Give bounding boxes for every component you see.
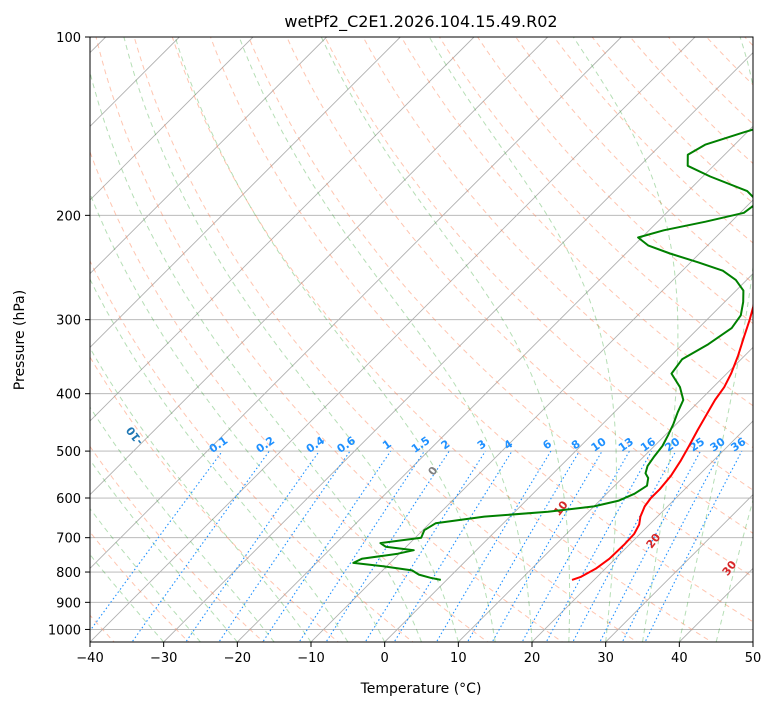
- dry-adiabat-line: [90, 259, 414, 642]
- dewpoint-line: [352, 128, 753, 581]
- mixing-ratio-line: [131, 450, 270, 642]
- dry-adiabat-line: [90, 356, 340, 642]
- x-tick-label: −40: [76, 651, 103, 666]
- moist-adiabat-line: [428, 37, 617, 642]
- mixing-ratio-line: [572, 450, 677, 642]
- dry-adiabat-line: [286, 37, 753, 534]
- y-tick-label: 500: [56, 445, 81, 460]
- isotherm-line: [310, 199, 753, 642]
- mixing-ratio-line: [393, 450, 513, 642]
- x-axis-label: Temperature (°C): [360, 681, 482, 697]
- x-tick-label: 30: [597, 651, 614, 666]
- isotherm-line: [90, 37, 548, 496]
- mixing-ratio-line: [621, 450, 722, 642]
- y-tick-label: 800: [56, 566, 81, 581]
- y-tick-label: 100: [56, 31, 81, 46]
- dry-adiabat-line: [90, 150, 489, 642]
- dry-adiabat-line: [248, 37, 753, 578]
- moist-adiabat-line: [90, 192, 386, 642]
- x-tick-label: 40: [671, 651, 688, 666]
- x-tick-label: 10: [450, 651, 467, 666]
- isotherm-line: [90, 37, 254, 201]
- dry-adiabat-line: [133, 37, 638, 642]
- x-tick-label: −10: [297, 651, 324, 666]
- moist-adiabat-line: [90, 347, 312, 642]
- moist-adiabat-line: [174, 37, 496, 642]
- dry-adiabat-line: [95, 37, 564, 642]
- temperature-line: [571, 298, 753, 581]
- dry-adiabats: [90, 37, 753, 642]
- isotherm-line: [163, 52, 753, 642]
- y-tick-label: 1000: [48, 623, 81, 638]
- moist-adiabat-line: [123, 37, 459, 642]
- y-axis: 100 200 300 400 500 600 700 800 900 1000: [48, 31, 90, 638]
- mixing-ratio-line: [599, 450, 701, 642]
- x-tick-label: 50: [745, 651, 762, 666]
- moist-adiabat-line: [90, 278, 349, 642]
- moist-adiabat-line: [90, 507, 201, 642]
- x-tick-label: −20: [224, 651, 251, 666]
- dry-adiabat-line: [324, 37, 753, 491]
- x-tick-label: 20: [524, 651, 541, 666]
- moist-adiabats: [90, 37, 753, 642]
- x-tick-label: −30: [150, 651, 177, 666]
- isotherm-line: [90, 37, 401, 348]
- isotherm-line: [90, 37, 696, 642]
- x-tick-label: 0: [381, 651, 389, 666]
- y-tick-label: 200: [56, 209, 81, 224]
- y-tick-label: 400: [56, 388, 81, 403]
- mixing-ratio-line: [262, 450, 392, 642]
- y-tick-label: 600: [56, 492, 81, 507]
- dry-adiabat-line: [515, 37, 753, 284]
- isotherm-line: [531, 420, 753, 642]
- moist-adiabat-line: [90, 553, 165, 642]
- sounding-profiles: [352, 128, 753, 581]
- moist-adiabat-line: [238, 37, 533, 642]
- dry-adiabat-line: [209, 37, 753, 623]
- mixing-ratio-line: [298, 450, 425, 642]
- mixing-ratio-line: [325, 450, 450, 642]
- mixing-ratio-line: [218, 450, 351, 642]
- x-axis: −40 −30 −20 −10 0 10 20 30 40 50: [76, 642, 761, 666]
- isotherm-line: [90, 37, 622, 569]
- moist-adiabat-line: [320, 37, 571, 642]
- mixing-ratio-line: [90, 450, 223, 632]
- plot-frame: [89, 36, 754, 643]
- moist-adiabat-line: [90, 70, 422, 642]
- isotherm-line: [384, 273, 753, 642]
- isotherm-line: [90, 37, 327, 275]
- dry-adiabat-line: [400, 37, 753, 407]
- moist-adiabat-line: [572, 37, 679, 642]
- y-tick-label: 900: [56, 596, 81, 611]
- mixing-ratio-line: [364, 450, 486, 642]
- chart-title: wetPf2_C2E1.2026.104.15.49.R02: [284, 12, 557, 32]
- mixing-ratio-line: [185, 450, 320, 642]
- isotherm-line: [237, 125, 753, 642]
- isotherm-line: [605, 494, 753, 642]
- dry-adiabat-line: [171, 37, 713, 642]
- isotherm-line: [90, 37, 475, 422]
- moist-adiabat-line: [90, 406, 275, 642]
- mixing-ratio-lines: [90, 450, 743, 642]
- mixing-ratio-line: [466, 450, 580, 642]
- moist-adiabat-line: [90, 459, 238, 642]
- isotherm-line: [458, 346, 753, 642]
- y-tick-label: 700: [56, 532, 81, 547]
- y-axis-label: Pressure (hPa): [12, 290, 28, 390]
- plot-area: -100-90-80-70-60-50-40-30-20-100.10.20.4…: [90, 37, 753, 642]
- isotherm-grid: [90, 37, 753, 642]
- y-tick-label: 300: [56, 314, 81, 329]
